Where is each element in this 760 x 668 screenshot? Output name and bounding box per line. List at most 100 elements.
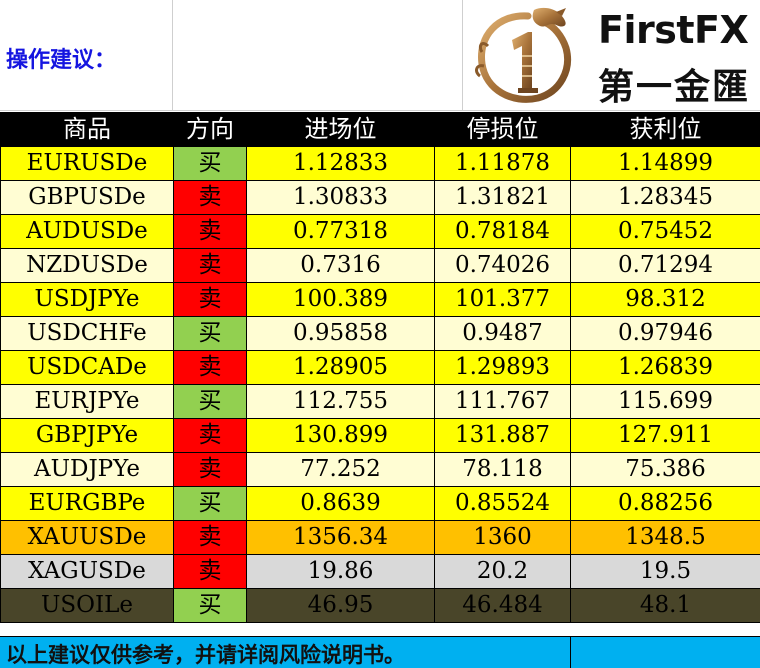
symbol-cell: EURUSDe xyxy=(0,146,174,181)
take-profit-cell: 75.386 xyxy=(570,452,760,487)
stop-loss-cell: 1.29893 xyxy=(434,350,571,385)
take-profit-cell: 127.911 xyxy=(570,418,760,453)
entry-price-cell: 112.755 xyxy=(246,384,435,419)
table-row: GBPUSDe 卖 1.30833 1.31821 1.28345 xyxy=(0,180,760,215)
stop-loss-cell: 131.887 xyxy=(434,418,571,453)
signals-table: 商品 方向 进场位 停损位 获利位 EURUSDe 买 1.12833 1.11878… xyxy=(0,112,760,623)
table-row: XAGUSDe 卖 19.86 20.2 19.5 xyxy=(0,554,760,589)
entry-price-cell: 1.30833 xyxy=(246,180,435,215)
entry-price-cell: 0.95858 xyxy=(246,316,435,351)
risk-disclaimer: 以上建议仅供参考，并请详阅风险说明书。 xyxy=(6,643,405,667)
take-profit-cell: 0.97946 xyxy=(570,316,760,351)
direction-cell: 卖 xyxy=(173,418,247,453)
table-row: XAUUSDe 卖 1356.34 1360 1348.5 xyxy=(0,520,760,555)
table-row: EURUSDe 买 1.12833 1.11878 1.14899 xyxy=(0,146,760,181)
entry-price-cell: 1.28905 xyxy=(246,350,435,385)
stop-loss-cell: 0.9487 xyxy=(434,316,571,351)
blank-header-cell xyxy=(173,0,463,111)
entry-price-cell: 100.389 xyxy=(246,282,435,317)
symbol-cell: EURJPYe xyxy=(0,384,174,419)
symbol-cell: AUDUSDe xyxy=(0,214,174,249)
direction-cell: 买 xyxy=(173,384,247,419)
stop-loss-cell: 1.31821 xyxy=(434,180,571,215)
table-row: USDJPYe 卖 100.389 101.377 98.312 xyxy=(0,282,760,317)
footer-divider xyxy=(570,637,571,668)
sheet-title: 操作建议： xyxy=(6,48,117,73)
entry-price-cell: 0.7316 xyxy=(246,248,435,283)
column-header-target: 获利位 xyxy=(570,112,760,147)
column-header-entry: 进场位 xyxy=(246,112,435,147)
direction-cell: 卖 xyxy=(173,350,247,385)
symbol-cell: XAGUSDe xyxy=(0,554,174,589)
table-row: NZDUSDe 卖 0.7316 0.74026 0.71294 xyxy=(0,248,760,283)
stop-loss-cell: 0.74026 xyxy=(434,248,571,283)
stop-loss-cell: 1360 xyxy=(434,520,571,555)
entry-price-cell: 19.86 xyxy=(246,554,435,589)
table-row: EURGBPe 买 0.8639 0.85524 0.88256 xyxy=(0,486,760,521)
logo-cell xyxy=(463,0,760,111)
table-row: AUDUSDe 卖 0.77318 0.78184 0.75452 xyxy=(0,214,760,249)
sheet-header: 操作建议： FirstFX 第一金匯 xyxy=(0,0,760,112)
take-profit-cell: 1.28345 xyxy=(570,180,760,215)
table-row: GBPJPYe 卖 130.899 131.887 127.911 xyxy=(0,418,760,453)
symbol-cell: GBPUSDe xyxy=(0,180,174,215)
take-profit-cell: 1348.5 xyxy=(570,520,760,555)
take-profit-cell: 98.312 xyxy=(570,282,760,317)
entry-price-cell: 77.252 xyxy=(246,452,435,487)
column-header-stop: 停损位 xyxy=(434,112,571,147)
take-profit-cell: 0.71294 xyxy=(570,248,760,283)
table-body: EURUSDe 买 1.12833 1.11878 1.14899 GBPUSDe 卖 1.3… xyxy=(0,146,760,623)
stop-loss-cell: 78.118 xyxy=(434,452,571,487)
direction-cell: 卖 xyxy=(173,214,247,249)
direction-cell: 卖 xyxy=(173,282,247,317)
symbol-cell: AUDJPYe xyxy=(0,452,174,487)
table-row: USDCADe 卖 1.28905 1.29893 1.26839 xyxy=(0,350,760,385)
direction-cell: 卖 xyxy=(173,248,247,283)
direction-cell: 卖 xyxy=(173,520,247,555)
brand-name-en: FirstFX xyxy=(598,8,749,52)
symbol-cell: EURGBPe xyxy=(0,486,174,521)
take-profit-cell: 19.5 xyxy=(570,554,760,589)
stop-loss-cell: 0.85524 xyxy=(434,486,571,521)
direction-cell: 买 xyxy=(173,316,247,351)
take-profit-cell: 1.14899 xyxy=(570,146,760,181)
direction-cell: 买 xyxy=(173,486,247,521)
take-profit-cell: 115.699 xyxy=(570,384,760,419)
direction-cell: 卖 xyxy=(173,452,247,487)
entry-price-cell: 1.12833 xyxy=(246,146,435,181)
stop-loss-cell: 1.11878 xyxy=(434,146,571,181)
table-row: USOILe 买 46.95 46.484 48.1 xyxy=(0,588,760,623)
stop-loss-cell: 0.78184 xyxy=(434,214,571,249)
direction-cell: 卖 xyxy=(173,554,247,589)
symbol-cell: USDJPYe xyxy=(0,282,174,317)
symbol-cell: USDCADe xyxy=(0,350,174,385)
title-cell: 操作建议： xyxy=(0,0,173,111)
table-header-row: 商品 方向 进场位 停损位 获利位 xyxy=(0,112,760,147)
symbol-cell: XAUUSDe xyxy=(0,520,174,555)
entry-price-cell: 1356.34 xyxy=(246,520,435,555)
stop-loss-cell: 101.377 xyxy=(434,282,571,317)
sheet-footer: 以上建议仅供参考，并请详阅风险说明书。 xyxy=(0,636,760,668)
entry-price-cell: 46.95 xyxy=(246,588,435,623)
take-profit-cell: 48.1 xyxy=(570,588,760,623)
column-header-direction: 方向 xyxy=(173,112,247,147)
entry-price-cell: 0.77318 xyxy=(246,214,435,249)
table-row: USDCHFe 买 0.95858 0.9487 0.97946 xyxy=(0,316,760,351)
column-header-symbol: 商品 xyxy=(0,112,174,147)
direction-cell: 卖 xyxy=(173,180,247,215)
direction-cell: 买 xyxy=(173,588,247,623)
entry-price-cell: 0.8639 xyxy=(246,486,435,521)
symbol-cell: USOILe xyxy=(0,588,174,623)
symbol-cell: NZDUSDe xyxy=(0,248,174,283)
symbol-cell: GBPJPYe xyxy=(0,418,174,453)
entry-price-cell: 130.899 xyxy=(246,418,435,453)
direction-cell: 买 xyxy=(173,146,247,181)
brand-name-cn: 第一金匯 xyxy=(598,67,751,108)
table-row: EURJPYe 买 112.755 111.767 115.699 xyxy=(0,384,760,419)
take-profit-cell: 0.88256 xyxy=(570,486,760,521)
table-row: AUDJPYe 卖 77.252 78.118 75.386 xyxy=(0,452,760,487)
dragon-1-logo-icon xyxy=(475,7,571,103)
stop-loss-cell: 20.2 xyxy=(434,554,571,589)
symbol-cell: USDCHFe xyxy=(0,316,174,351)
